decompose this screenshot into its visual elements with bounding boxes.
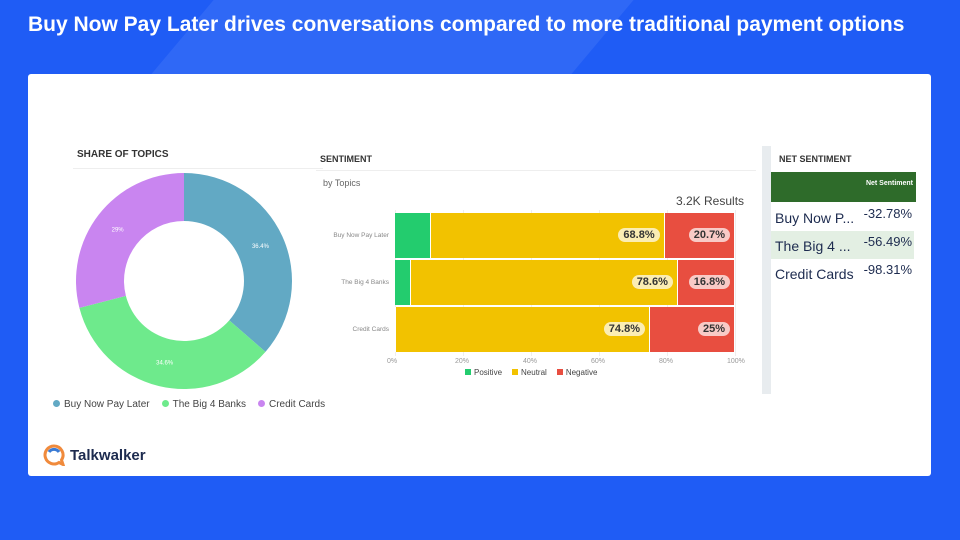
table-row[interactable]: Buy Now P... -32.78% [771, 203, 914, 231]
net-sentiment-value: -98.31% [863, 262, 912, 277]
slide-title: Buy Now Pay Later drives conversations c… [28, 13, 905, 36]
donut-slice-0[interactable] [184, 173, 292, 352]
x-tick: 40% [523, 358, 538, 365]
bar-label: 16.8% [688, 275, 730, 289]
legend-item[interactable]: Credit Cards [257, 399, 325, 410]
slice-label: 29% [112, 228, 125, 234]
legend-item[interactable]: Positive [465, 368, 502, 377]
bar-positive[interactable] [395, 307, 396, 352]
donut-chart: 36.4% 34.6% 29% [75, 173, 292, 389]
sentiment-subtitle: by Topics [323, 178, 361, 188]
x-tick: 60% [591, 358, 606, 365]
bar-label: 74.8% [603, 322, 645, 336]
slice-label: 34.6% [156, 361, 174, 367]
donut-legend: Buy Now Pay Later The Big 4 Banks Credit C… [53, 399, 337, 410]
table-header: Net Sentiment [771, 172, 916, 202]
talkwalker-logo: Talkwalker [43, 444, 146, 466]
sentiment-title: SENTIMENT [320, 154, 373, 164]
legend-item[interactable]: Negative [556, 368, 597, 377]
x-tick: 100% [727, 358, 745, 365]
dashboard-card: SHARE OF TOPICS 36.4% 34.6% 29% Buy Now Pa… [28, 74, 931, 476]
x-tick: 80% [659, 358, 674, 365]
legend-item[interactable]: Neutral [512, 368, 547, 377]
y-label: The Big 4 Banks [341, 279, 389, 286]
legend-item[interactable]: The Big 4 Banks [161, 399, 246, 410]
table-row[interactable]: The Big 4 ... -56.49% [771, 231, 914, 259]
topic-name: Credit Cards [775, 266, 854, 282]
results-count: 3.2K Results [676, 194, 745, 208]
donut-slice-2[interactable] [75, 173, 184, 308]
talkwalker-logo-icon [43, 444, 65, 466]
bar-label: 68.8% [618, 228, 660, 242]
donut-slice-1[interactable] [79, 295, 266, 389]
slice-label: 36.4% [252, 244, 270, 250]
topic-name: Buy Now P... [775, 210, 855, 226]
x-tick: 20% [455, 358, 470, 365]
sentiment-legend: Positive Neutral Negative [465, 368, 607, 377]
net-sentiment-panel: NET SENTIMENT Net Sentiment Buy Now P...… [771, 146, 916, 394]
y-label: Buy Now Pay Later [333, 232, 389, 239]
bar-label: 78.6% [631, 275, 673, 289]
table-row[interactable]: Credit Cards -98.31% [771, 259, 914, 287]
net-sentiment-title: NET SENTIMENT [779, 154, 852, 164]
share-title: SHARE OF TOPICS [77, 149, 169, 160]
net-sentiment-value: -56.49% [863, 234, 912, 249]
bar-positive[interactable] [395, 260, 411, 305]
bar-positive[interactable] [395, 213, 431, 258]
bar-label: 20.7% [688, 228, 730, 242]
gridline [735, 210, 736, 356]
bar-label: 25% [697, 322, 730, 336]
y-label: Credit Cards [352, 326, 389, 333]
scrollbar[interactable] [762, 146, 771, 394]
x-tick: 0% [387, 358, 398, 365]
topic-name: The Big 4 ... [775, 238, 851, 254]
net-sentiment-value: -32.78% [863, 206, 912, 221]
legend-item[interactable]: Buy Now Pay Later [53, 399, 150, 410]
